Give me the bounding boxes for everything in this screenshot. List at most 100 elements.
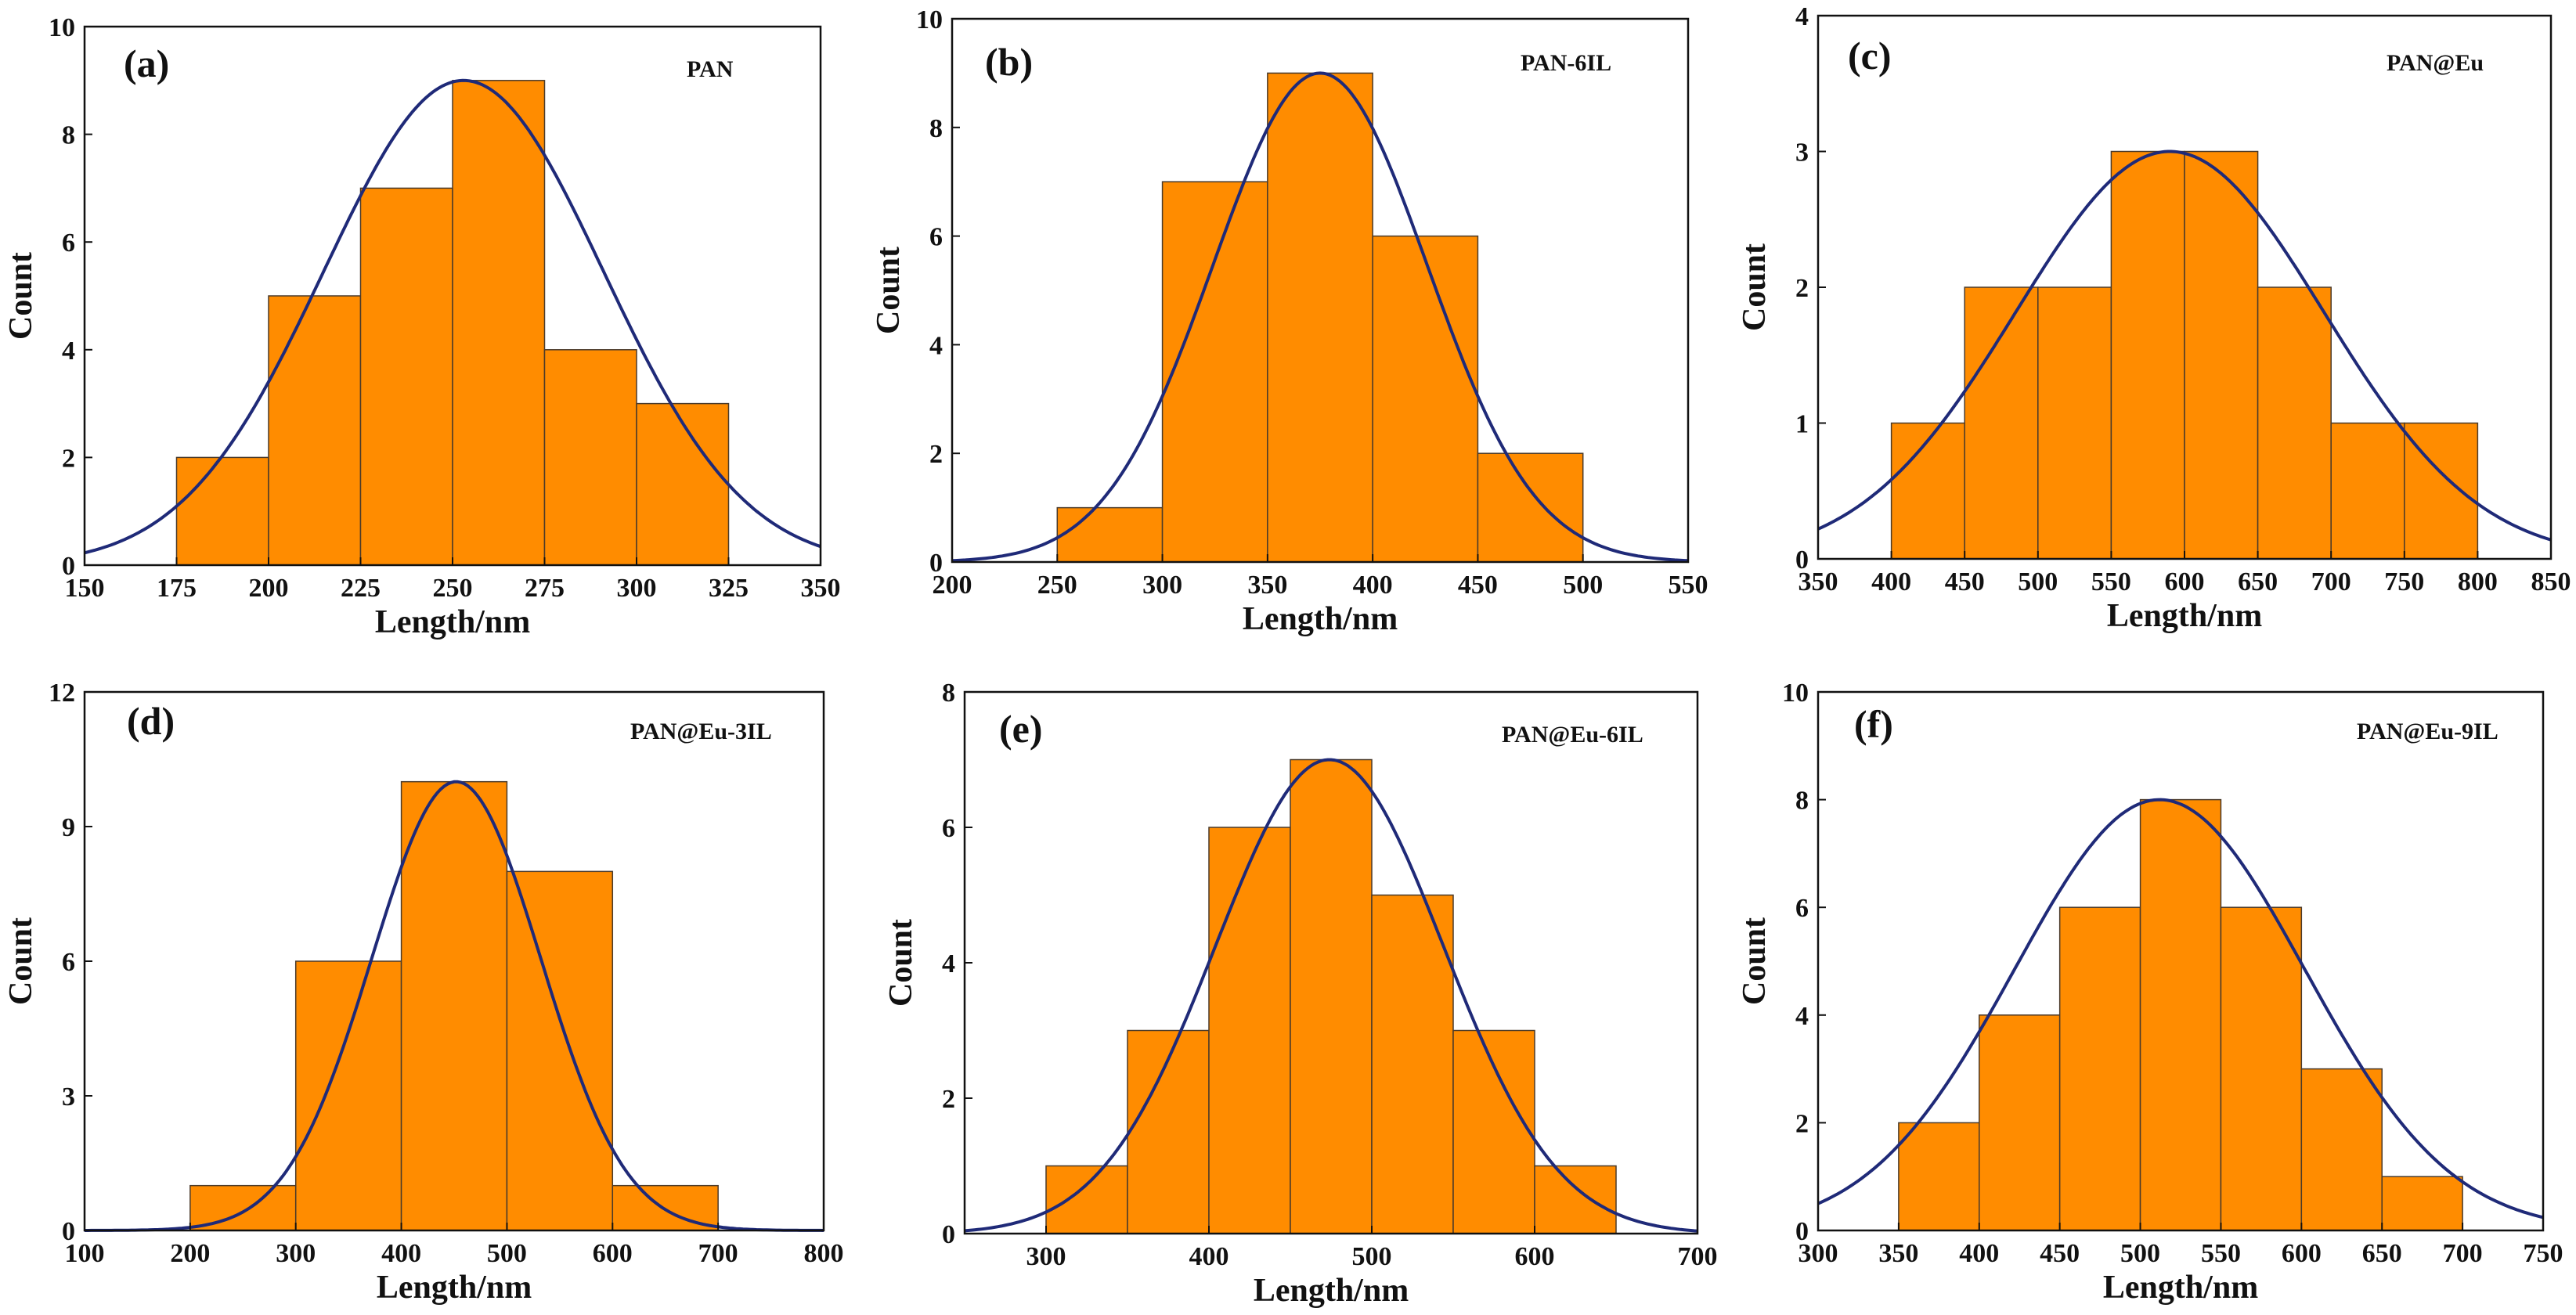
y-tick-label: 10 — [1782, 679, 1809, 708]
histogram-bar — [2330, 422, 2405, 560]
x-tick-label: 275 — [525, 574, 565, 603]
histogram-bar — [1208, 827, 1291, 1234]
x-tick-label: 450 — [2040, 1239, 2080, 1268]
chart-panel-d: 100 200 300 400 500 600 700 800 0 3 6 9 12 Length/nm C… — [3, 679, 844, 1306]
y-tick-label: 0 — [942, 1220, 955, 1249]
histogram-bar — [175, 456, 269, 566]
histogram-bar — [400, 780, 508, 1231]
histogram-bar — [1127, 1029, 1210, 1234]
histogram-bar — [543, 349, 637, 566]
panel-label: (a) — [124, 41, 169, 85]
y-tick-label: 8 — [929, 114, 943, 143]
sample-label: PAN@Eu-9IL — [2357, 719, 2498, 744]
x-tick-label: 450 — [1945, 567, 1985, 596]
histogram-bar — [1161, 181, 1268, 563]
x-tick-label: 600 — [593, 1239, 633, 1268]
x-tick-label: 800 — [2458, 567, 2498, 596]
y-tick-label: 2 — [1795, 1109, 1809, 1138]
x-tick-label: 400 — [1871, 567, 1911, 596]
x-axis-title: Length/nm — [1243, 601, 1398, 637]
histogram-bar — [2139, 798, 2222, 1231]
gaussian-fit-curve — [85, 780, 824, 1232]
y-tick-label: 2 — [942, 1085, 955, 1114]
histogram-bar — [2257, 286, 2332, 560]
x-tick-label: 750 — [2384, 567, 2424, 596]
histogram-bar — [1056, 506, 1164, 563]
x-tick-label: 200 — [249, 574, 289, 603]
x-tick-label: 600 — [2282, 1239, 2322, 1268]
y-tick-label: 0 — [62, 552, 75, 581]
histogram-bar — [1452, 1029, 1535, 1234]
y-tick-label: 2 — [929, 440, 943, 469]
x-tick-label: 500 — [1352, 1242, 1392, 1271]
histogram-bar — [2381, 1176, 2463, 1231]
x-tick-label: 175 — [157, 574, 197, 603]
sample-label: PAN-6IL — [1521, 50, 1611, 76]
x-axis-title: Length/nm — [375, 604, 530, 640]
x-axis-title: Length/nm — [1254, 1273, 1409, 1309]
histogram-bar — [506, 870, 614, 1231]
gaussian-fit-curve — [964, 758, 1698, 1233]
x-tick-label: 300 — [1026, 1242, 1066, 1271]
y-axis-title: Count — [3, 252, 39, 340]
x-tick-label: 300 — [1799, 1239, 1838, 1268]
y-tick-label: 4 — [1795, 2, 1809, 31]
x-tick-label: 400 — [1189, 1242, 1229, 1271]
x-tick-label: 300 — [276, 1239, 316, 1268]
y-tick-label: 2 — [62, 444, 75, 473]
x-tick-label: 550 — [2091, 567, 2131, 596]
chart-panel-c: 350 400 450 500 550 600 650 700 750 800 850 0 1 2 3 4 Le… — [1737, 2, 2571, 634]
x-tick-label: 225 — [341, 574, 381, 603]
histogram-bar — [294, 960, 402, 1231]
x-tick-label: 800 — [804, 1239, 844, 1268]
histogram-bar — [1371, 894, 1454, 1234]
y-axis-title: Count — [1737, 243, 1773, 331]
x-tick-label: 400 — [1353, 571, 1393, 600]
histogram-bar — [2058, 906, 2141, 1231]
y-tick-label: 3 — [62, 1083, 75, 1111]
y-axis-title: Count — [1737, 917, 1773, 1005]
x-tick-label: 350 — [1878, 1239, 1918, 1268]
x-tick-label: 850 — [2531, 567, 2571, 596]
y-tick-label: 0 — [929, 549, 943, 578]
y-tick-label: 2 — [1795, 274, 1809, 303]
y-tick-label: 6 — [1795, 894, 1809, 923]
histogram-bar — [2037, 286, 2112, 560]
histogram-bar — [2184, 150, 2259, 560]
histogram-bar — [1045, 1165, 1128, 1234]
x-tick-label: 400 — [1959, 1239, 1999, 1268]
y-tick-label: 4 — [62, 337, 75, 366]
histogram-bar — [452, 80, 546, 566]
y-tick-label: 1 — [1795, 410, 1809, 439]
y-tick-label: 6 — [62, 229, 75, 258]
x-tick-label: 500 — [1563, 571, 1603, 600]
histogram-bar — [636, 402, 730, 566]
panel-label: (c) — [1848, 34, 1892, 77]
y-tick-label: 6 — [942, 814, 955, 843]
y-tick-label: 4 — [942, 949, 955, 978]
sample-label: PAN — [687, 56, 734, 82]
chart-panel-f: 300 350 400 450 500 550 600 650 700 750 0 2 4 6 8 10 Len… — [1737, 679, 2563, 1306]
sample-label: PAN@Eu-3IL — [630, 719, 772, 744]
y-tick-label: 9 — [62, 813, 75, 842]
y-tick-label: 8 — [62, 121, 75, 150]
histogram-bar — [359, 187, 453, 566]
x-tick-label: 700 — [1678, 1242, 1718, 1271]
x-tick-label: 500 — [2120, 1239, 2160, 1268]
x-axis-title: Length/nm — [377, 1270, 532, 1306]
x-tick-label: 450 — [1458, 571, 1498, 600]
y-tick-label: 4 — [929, 331, 943, 360]
y-tick-label: 0 — [62, 1217, 75, 1246]
sample-label: PAN@Eu — [2387, 50, 2484, 76]
panel-label: (f) — [1854, 702, 1893, 746]
y-tick-label: 3 — [1795, 139, 1809, 168]
y-axis-title: Count — [883, 919, 919, 1007]
y-tick-label: 0 — [1795, 546, 1809, 575]
y-tick-label: 8 — [1795, 787, 1809, 816]
sample-label: PAN@Eu-6IL — [1502, 722, 1643, 748]
y-tick-label: 4 — [1795, 1002, 1809, 1031]
chart-panel-a: 150 175 200 225 250 275 300 325 350 0 2 4 6 8 10 Length… — [3, 13, 841, 640]
gaussian-fit-curve — [951, 71, 1689, 563]
axes-frame — [951, 17, 1690, 564]
panel-label: (b) — [985, 40, 1033, 84]
